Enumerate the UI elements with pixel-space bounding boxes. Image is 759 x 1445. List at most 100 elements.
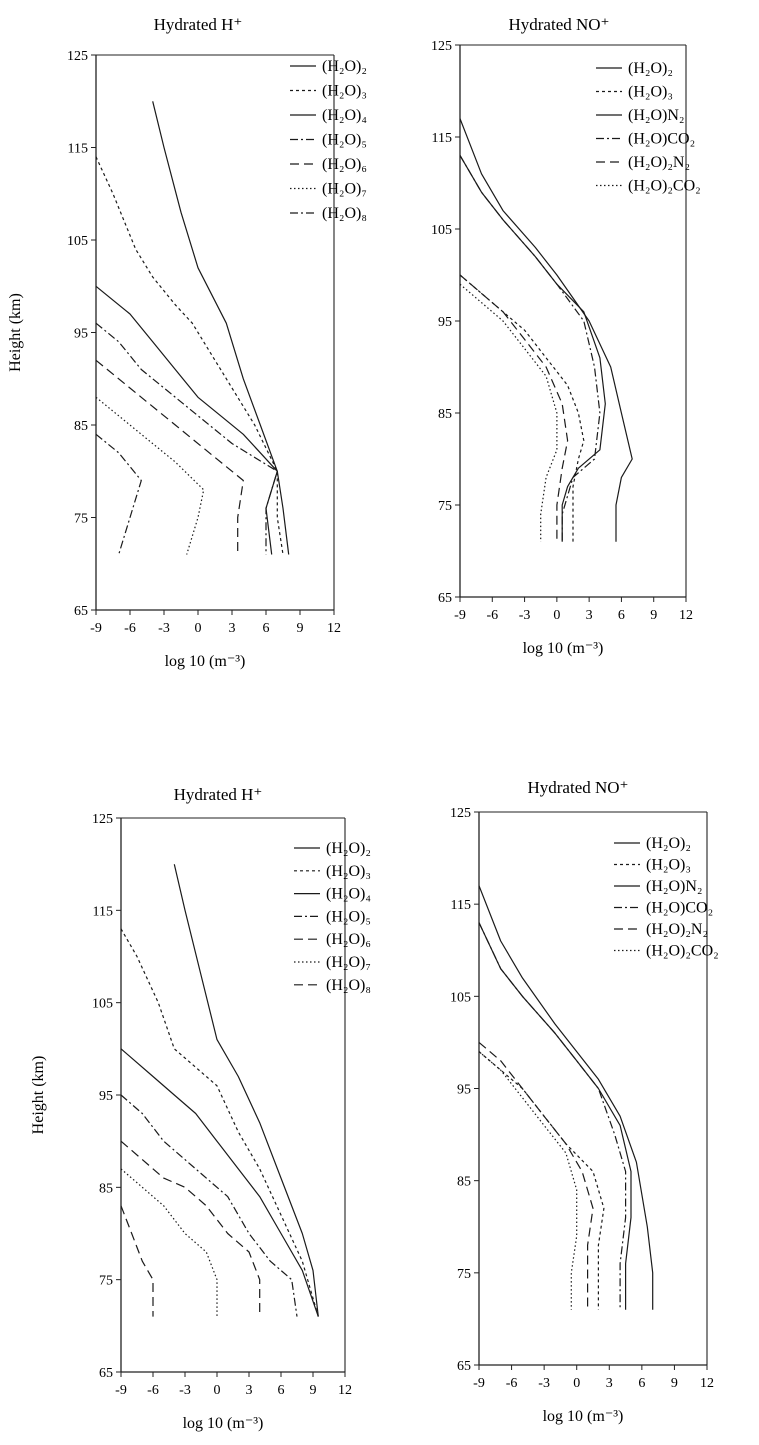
- y-tick-label: 65: [457, 1359, 471, 1374]
- legend-label: (H₂O)₂: [322, 58, 367, 75]
- x-axis-label: log 10 (m⁻³): [183, 1415, 264, 1432]
- chart-title: Hydrated NO⁺: [527, 778, 628, 797]
- y-tick-label: 95: [99, 1089, 113, 1104]
- x-tick-label: -6: [506, 1376, 518, 1391]
- y-tick-label: 105: [431, 223, 452, 238]
- legend-label: (H₂O)₃: [326, 863, 371, 880]
- series-line-3: [95, 285, 278, 555]
- y-tick-label: 125: [450, 806, 471, 821]
- y-tick-label: 125: [92, 812, 113, 827]
- series-line-6: [120, 1168, 218, 1317]
- x-tick-label: -6: [147, 1383, 159, 1398]
- x-tick-label: 0: [214, 1383, 221, 1398]
- legend-label: (H₂O)₃: [322, 83, 367, 100]
- y-tick-label: 115: [68, 142, 88, 157]
- y-tick-label: 75: [438, 499, 452, 514]
- series-line-5: [120, 1140, 261, 1317]
- legend-label: (H₂O)N₂: [646, 878, 702, 895]
- x-tick-label: 0: [195, 621, 202, 636]
- series-line-7: [120, 1205, 154, 1317]
- y-tick-label: 115: [93, 904, 113, 919]
- legend-label: (H₂O)₇: [326, 954, 371, 971]
- x-tick-label: 12: [338, 1383, 352, 1398]
- y-tick-label: 85: [457, 1175, 471, 1190]
- legend-label: (H₂O)₂N₂: [628, 154, 690, 171]
- series-line-5: [478, 1041, 594, 1310]
- x-tick-label: -3: [538, 1376, 550, 1391]
- x-tick-label: 12: [327, 621, 341, 636]
- legend-label: (H₂O)₆: [322, 156, 367, 173]
- legend-label: (H₂O)₃: [628, 84, 673, 101]
- y-tick-label: 115: [451, 898, 471, 913]
- y-tick-label: 75: [74, 512, 88, 527]
- x-tick-label: -9: [473, 1376, 485, 1391]
- series-line-3: [459, 155, 606, 542]
- legend-label: (H₂O)₂CO₂: [628, 178, 701, 195]
- series-line-1: [478, 885, 654, 1310]
- x-tick-label: -6: [486, 608, 498, 623]
- y-axis-label: Height (km): [30, 1056, 47, 1135]
- series-line-7: [95, 433, 142, 555]
- y-tick-label: 65: [438, 591, 452, 606]
- series-line-1: [459, 118, 633, 542]
- x-tick-label: 6: [263, 621, 270, 636]
- series-line-2: [95, 156, 284, 555]
- series-line-4: [459, 155, 601, 542]
- series-line-6: [459, 283, 558, 542]
- y-tick-label: 115: [432, 131, 452, 146]
- x-axis-label: log 10 (m⁻³): [543, 1408, 624, 1425]
- x-axis-label: log 10 (m⁻³): [165, 653, 246, 670]
- y-tick-label: 95: [438, 315, 452, 330]
- y-tick-label: 105: [67, 234, 88, 249]
- series-line-4: [120, 1094, 298, 1317]
- legend-label: (H₂O)₄: [322, 107, 367, 124]
- panel-bottom-right: Hydrated NO⁺ 65 75 85 95 105 115 125 -9 -6 -3 0 3 6 9 1…: [450, 778, 719, 1425]
- panel-top-right: Hydrated NO⁺ 65 75 85 95 105 115 125 -9 -6 -3 0 3 6 9 1…: [431, 15, 701, 657]
- x-tick-label: 0: [553, 608, 560, 623]
- x-tick-label: 6: [618, 608, 625, 623]
- y-tick-label: 65: [99, 1366, 113, 1381]
- x-tick-label: -6: [124, 621, 136, 636]
- legend-label: (H₂O)₇: [322, 181, 367, 198]
- series-line-2: [478, 1051, 605, 1310]
- y-tick-label: 125: [67, 49, 88, 64]
- legend-label: (H₂O)₂N₂: [646, 921, 708, 938]
- legend-label: (H₂O)₂: [326, 840, 371, 857]
- series-line-5: [459, 274, 569, 542]
- x-tick-label: 6: [638, 1376, 645, 1391]
- x-tick-label: 9: [671, 1376, 678, 1391]
- y-axis-label: Height (km): [7, 293, 24, 372]
- y-tick-label: 95: [457, 1083, 471, 1098]
- series-line-6: [95, 396, 205, 555]
- x-tick-label: -9: [115, 1383, 127, 1398]
- legend-label: (H₂O)₃: [646, 857, 691, 874]
- legend-label: (H₂O)₄: [326, 886, 371, 903]
- x-tick-label: -3: [519, 608, 531, 623]
- y-tick-label: 85: [438, 407, 452, 422]
- legend-label: (H₂O)₅: [326, 908, 371, 925]
- series-line-1: [173, 864, 319, 1317]
- legend-label: (H₂O)₈: [322, 205, 367, 222]
- x-tick-label: 0: [573, 1376, 580, 1391]
- x-axis-label: log 10 (m⁻³): [523, 640, 604, 657]
- legend-label: (H₂O)₂: [628, 60, 673, 77]
- x-tick-label: 12: [700, 1376, 714, 1391]
- y-tick-label: 95: [74, 327, 88, 342]
- series-line-4: [478, 922, 627, 1310]
- legend-label: (H₂O)₆: [326, 931, 371, 948]
- panel-top-left: Hydrated H⁺ 65 75 85 95 105 115 125 -9 -6 -3 0 3 6 9 12…: [7, 15, 367, 670]
- x-tick-label: 9: [297, 621, 304, 636]
- x-tick-label: 9: [310, 1383, 317, 1398]
- chart-title: Hydrated H⁺: [174, 785, 263, 804]
- x-tick-label: -9: [90, 621, 102, 636]
- x-tick-label: 3: [586, 608, 593, 623]
- x-tick-label: -3: [158, 621, 170, 636]
- series-line-3: [478, 922, 632, 1310]
- y-tick-label: 75: [457, 1267, 471, 1282]
- legend-label: (H₂O)CO₂: [646, 900, 713, 917]
- legend-label: (H₂O)₅: [322, 132, 367, 149]
- series-line-3: [120, 1048, 319, 1317]
- legend-label: (H₂O)₂CO₂: [646, 943, 719, 960]
- y-tick-label: 65: [74, 604, 88, 619]
- legend-label: (H₂O)₈: [326, 977, 371, 994]
